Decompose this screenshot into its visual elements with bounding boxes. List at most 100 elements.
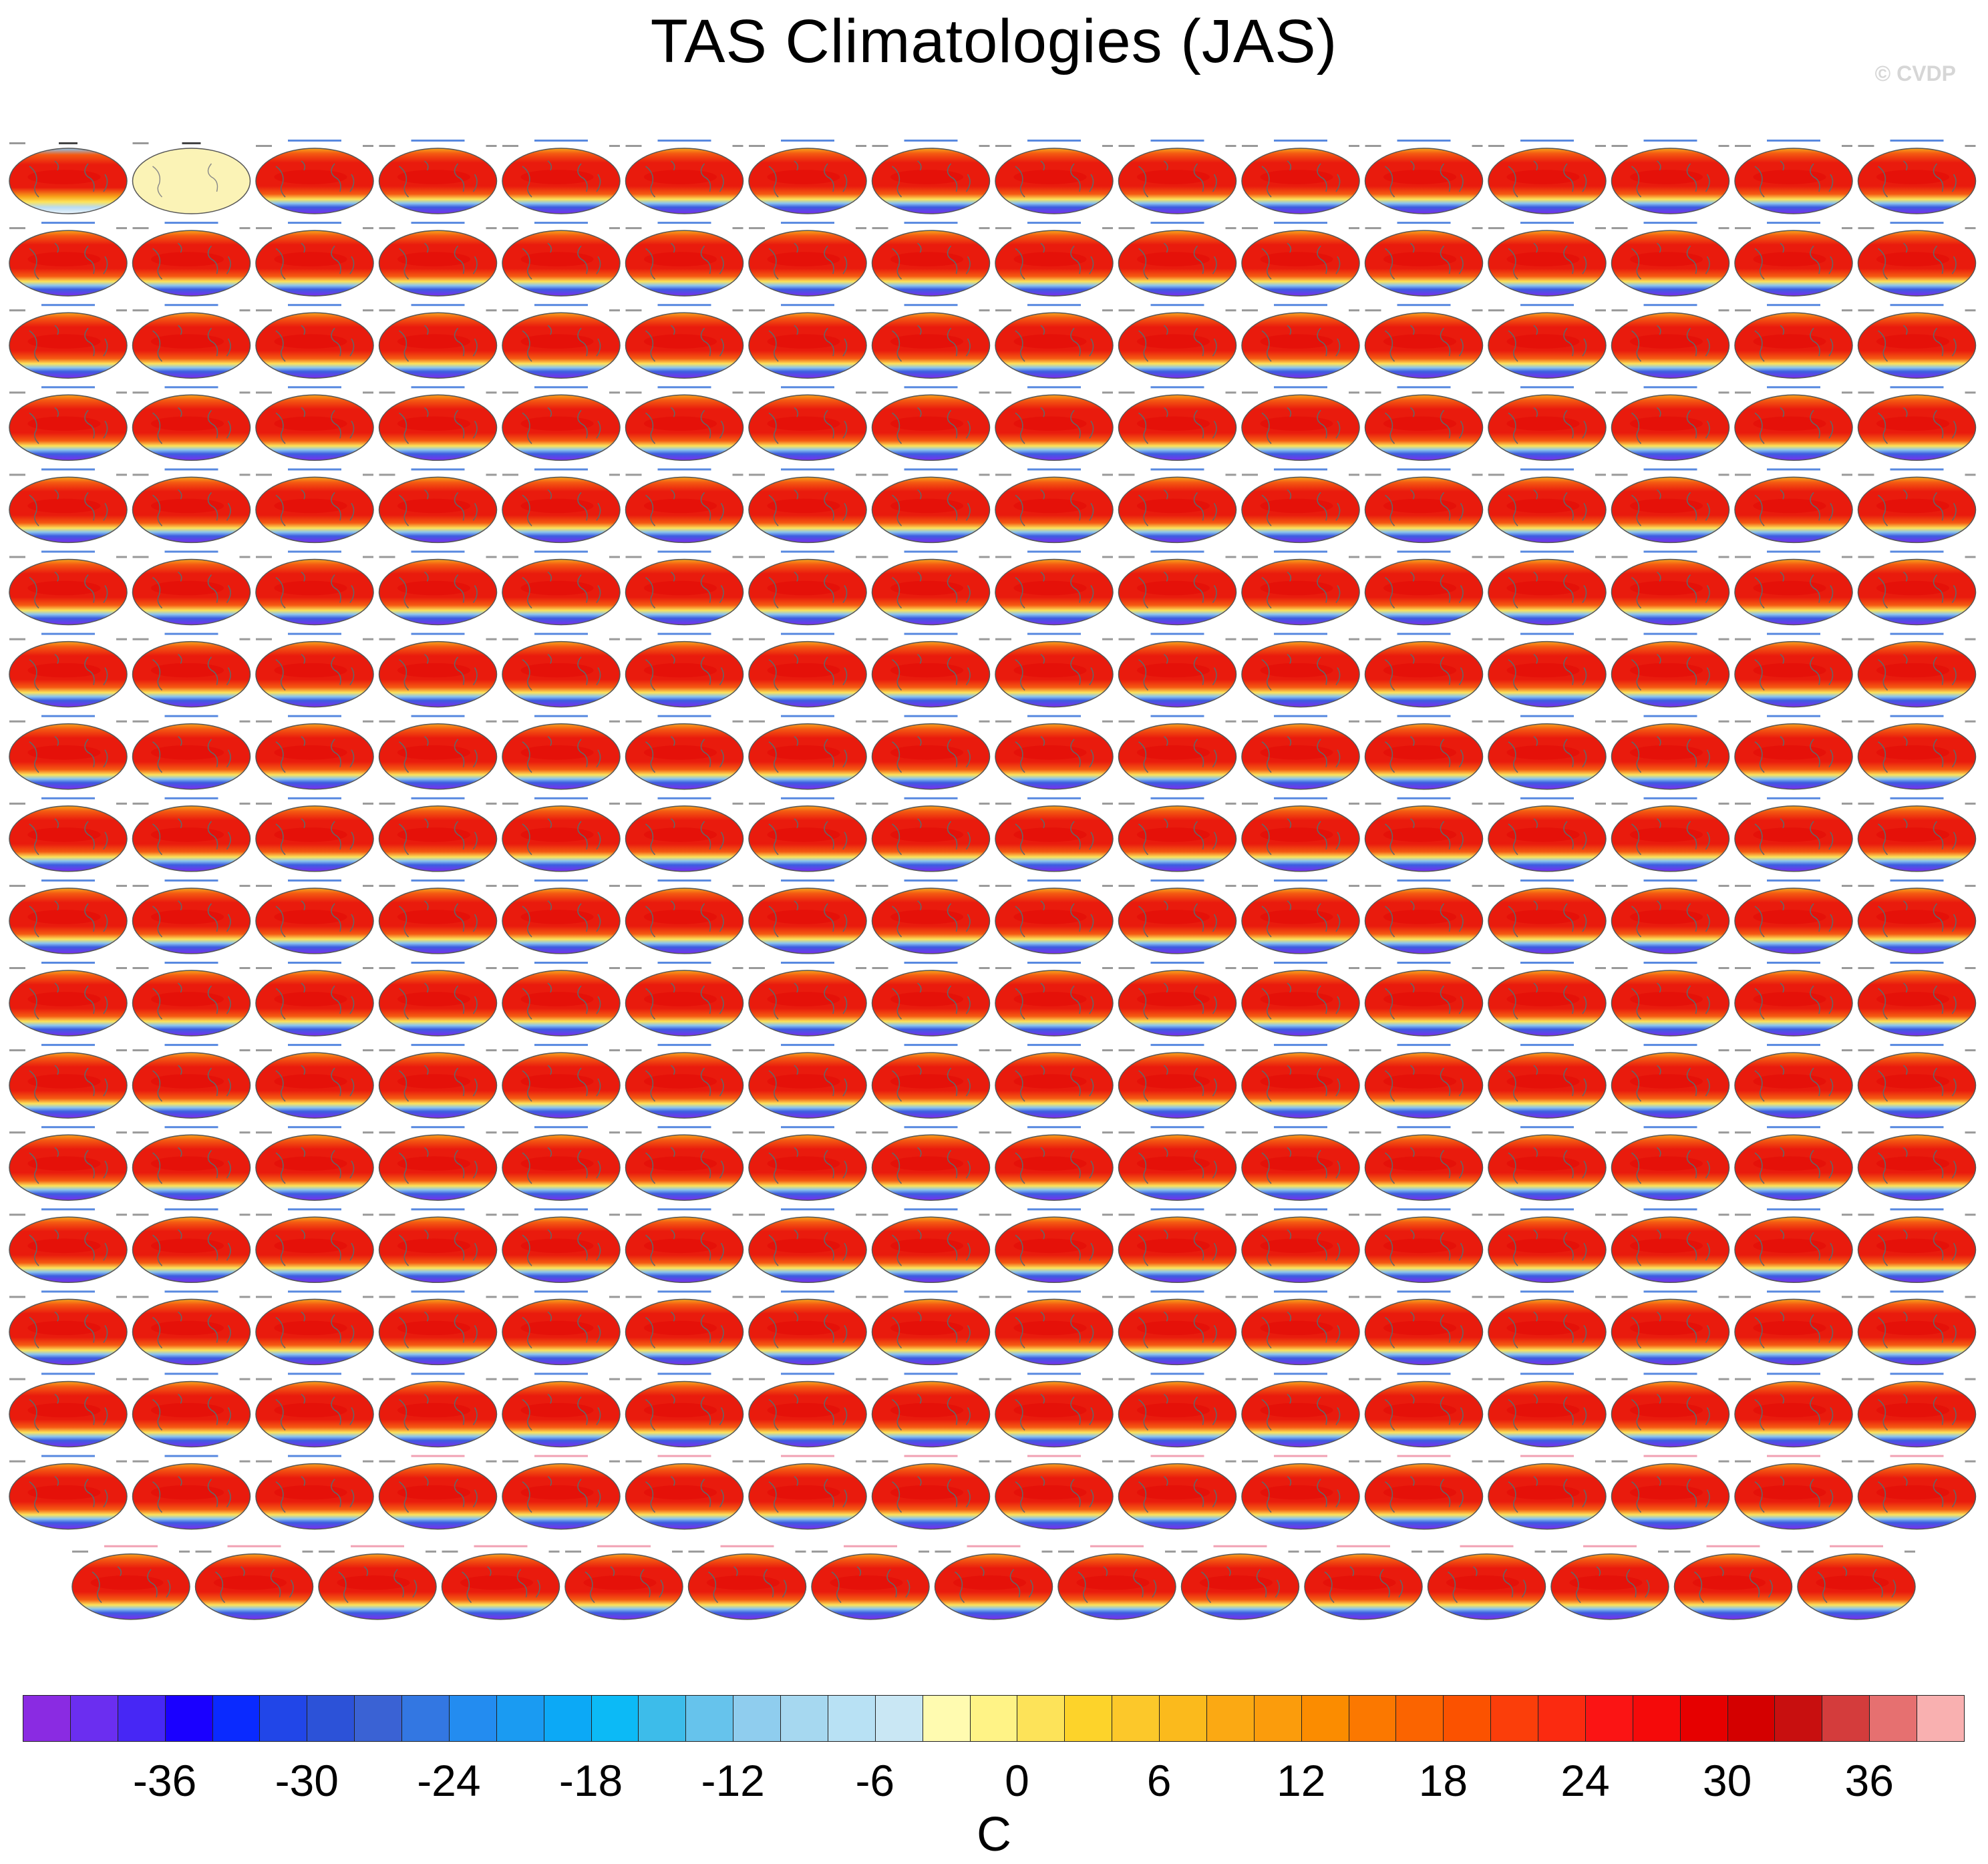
panel-score-text [609, 884, 620, 887]
map-panel [995, 1455, 1114, 1530]
tropical-warm-band [890, 170, 964, 184]
map-panel [1488, 1290, 1607, 1366]
coastline-outline [1508, 407, 1587, 444]
coastline-outline [1508, 736, 1587, 773]
map-panel [1241, 1044, 1360, 1119]
coastline-outline [1631, 818, 1710, 856]
panel-period-text [1242, 720, 1258, 723]
panel-title-text [781, 1372, 834, 1375]
coastline-outline [1261, 407, 1341, 444]
panel-score-text [856, 802, 866, 805]
panel-title-text [1767, 550, 1820, 553]
coastline-outline [645, 571, 724, 609]
map-panel [871, 1126, 991, 1201]
colorbar-box [1348, 1695, 1397, 1742]
map-panel [995, 1044, 1114, 1119]
map-panel [1611, 879, 1730, 954]
panel-score-text [1102, 1460, 1113, 1463]
panel-title-text [288, 304, 341, 307]
map-panel [1611, 1455, 1730, 1530]
panel-period-text [625, 309, 642, 312]
panel-title-text [1150, 1044, 1204, 1047]
tropical-warm-band [1013, 1074, 1087, 1089]
map-panel [378, 1372, 498, 1448]
panel-period-text [1735, 802, 1751, 805]
tropical-warm-band [274, 1156, 347, 1171]
panel-period-text [1735, 145, 1751, 147]
panel-score-text [239, 1460, 251, 1463]
tropical-warm-band [397, 1156, 471, 1171]
panel-score-text [1102, 391, 1113, 394]
panel-title-text [1027, 386, 1081, 389]
panel-score-text [1225, 145, 1236, 147]
tropical-warm-band [1013, 910, 1087, 924]
panel-score-text [609, 556, 620, 558]
panel-score-text [1472, 884, 1483, 887]
panel-score-text [856, 1378, 866, 1380]
panel-title-text [1767, 797, 1820, 799]
panel-score-text [1165, 1550, 1176, 1553]
tropical-warm-band [274, 1485, 347, 1500]
panel-title-text [1027, 304, 1081, 307]
panel-title-text [1520, 962, 1574, 964]
panel-score-text [1225, 556, 1236, 558]
map-panel [1857, 879, 1977, 954]
panel-score-text [363, 884, 373, 887]
coastline-outline [1508, 982, 1587, 1020]
panel-period-text [749, 1131, 765, 1134]
panel-score-text [1965, 145, 1976, 147]
panel-title-text [1890, 715, 1944, 717]
tropical-warm-band [1013, 252, 1087, 266]
map-panel [748, 962, 867, 1037]
tropical-warm-band [150, 992, 224, 1006]
panel-period-text [1365, 1214, 1381, 1216]
panel-score-text [732, 227, 743, 230]
coastline-outline [768, 982, 848, 1020]
panel-period-text [995, 884, 1011, 887]
map-panel [9, 386, 128, 461]
panel-score-text [1718, 802, 1729, 805]
panel-score-text [1842, 1131, 1852, 1134]
panel-period-text [1798, 1550, 1814, 1553]
panel-score-text [1225, 1460, 1236, 1463]
coastline-outline [645, 407, 724, 444]
panel-title-text [411, 304, 465, 307]
tropical-warm-band [1876, 334, 1950, 349]
panel-title-text [1767, 304, 1820, 307]
panel-score-text [1595, 391, 1606, 394]
map-panel [871, 962, 991, 1037]
map-panel [1857, 1126, 1977, 1201]
panel-period-text [1858, 802, 1874, 805]
panel-period-text [72, 1550, 88, 1553]
panel-score-text [116, 391, 127, 394]
map-panel [1488, 1372, 1607, 1448]
panel-score-text [363, 1378, 373, 1380]
coastline-outline [1385, 407, 1464, 444]
panel-period-text [625, 391, 642, 394]
panel-period-text [9, 309, 25, 312]
panel-score-text [302, 1550, 313, 1553]
panel-period-text [1365, 1131, 1381, 1134]
map-panel [1857, 1044, 1977, 1119]
tropical-warm-band [1136, 416, 1210, 431]
panel-period-text [1242, 1296, 1258, 1298]
panel-title-text [1890, 222, 1944, 224]
coastline-outline [462, 1566, 540, 1604]
panel-score-text [179, 1550, 190, 1553]
panel-title-text [1767, 1126, 1820, 1129]
panel-title-text [1397, 1372, 1451, 1375]
panel-title-text [411, 386, 465, 389]
panel-period-text [1242, 391, 1258, 394]
map-panel [625, 1044, 744, 1119]
map-panel [1734, 222, 1853, 297]
map-panel [1304, 1545, 1423, 1620]
panel-title-text [657, 1455, 711, 1457]
coastline-outline [275, 982, 355, 1020]
panel-score-text [1718, 391, 1729, 394]
panel-title-text [411, 632, 465, 635]
panel-score-text [1718, 884, 1729, 887]
tropical-warm-band [27, 1156, 101, 1171]
map-panel [9, 550, 128, 626]
colorbar-box [354, 1695, 403, 1742]
tropical-warm-band [150, 663, 224, 678]
